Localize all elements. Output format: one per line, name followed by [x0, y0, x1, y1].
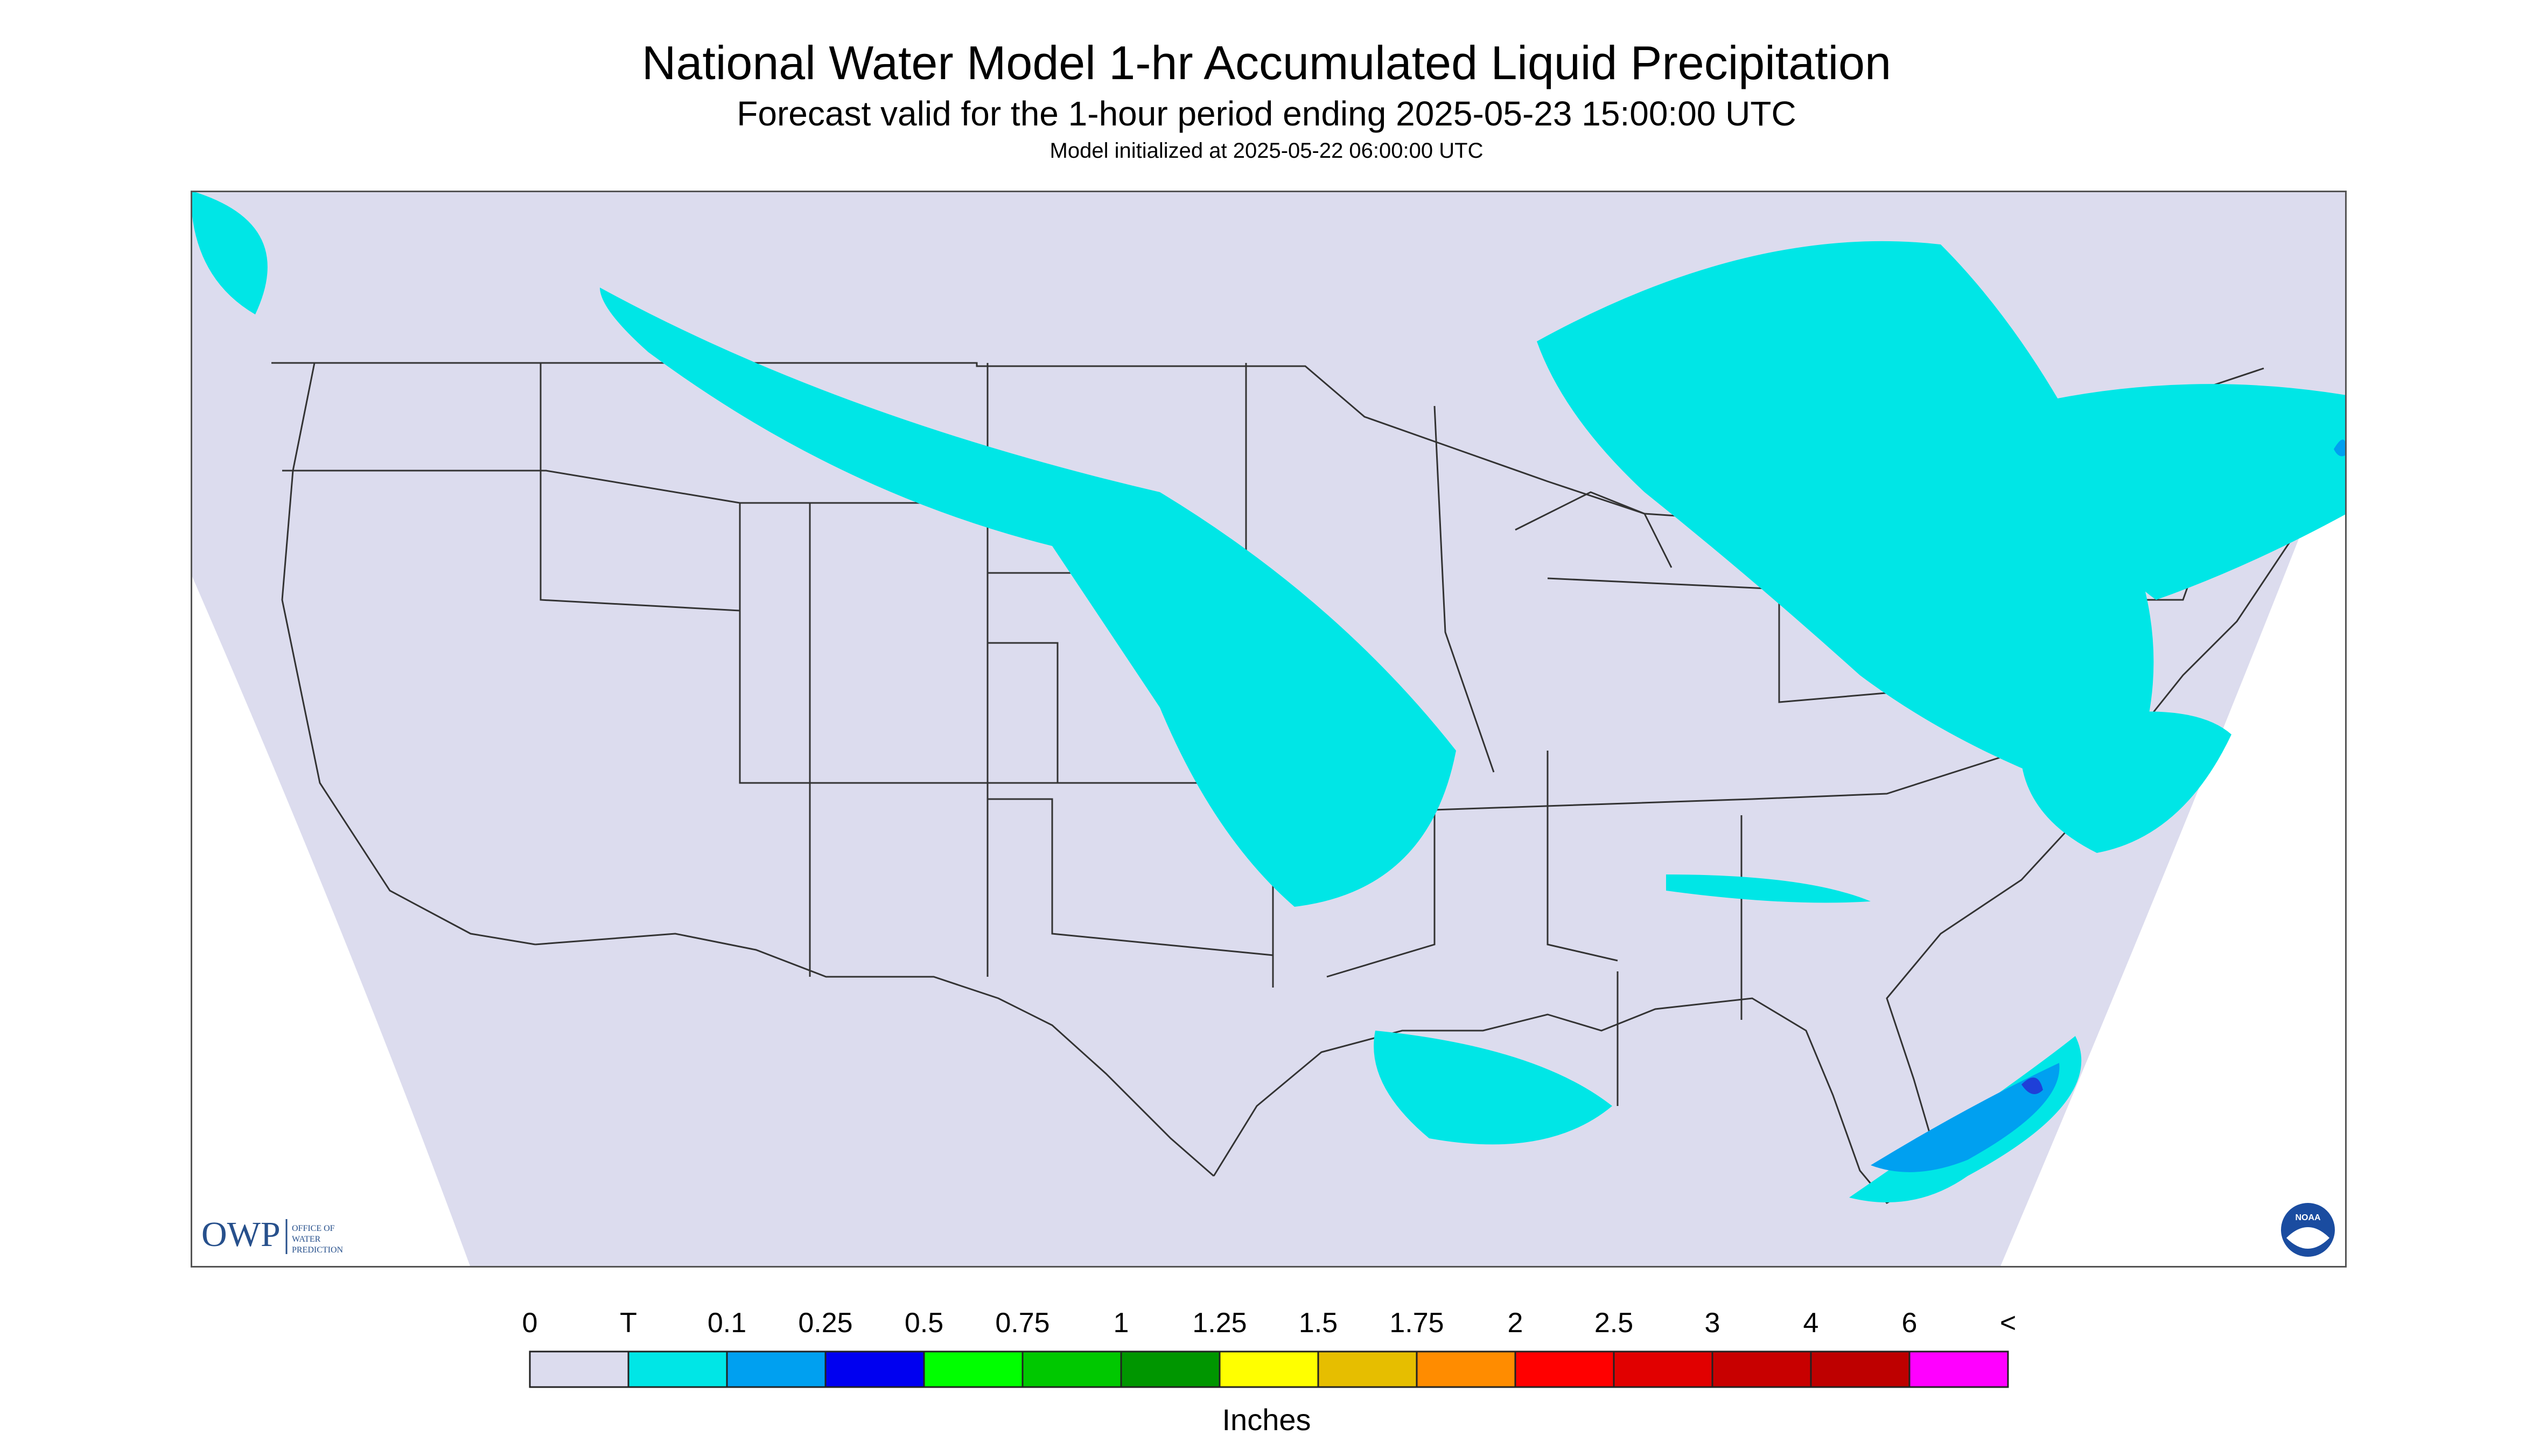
model-init-line: Model initialized at 2025-05-22 06:00:00…: [1049, 139, 1484, 163]
us-mexico-border: [535, 933, 1214, 1177]
forecast-valid-subtitle: Forecast valid for the 1-hour period end…: [737, 94, 1796, 133]
legend-label: 1.25: [1192, 1307, 1247, 1339]
legend-swatch: [1317, 1350, 1418, 1388]
legend-swatch: [726, 1350, 827, 1388]
pacific-nw-cells: [191, 191, 268, 314]
noaa-logo-text: NOAA: [2295, 1213, 2321, 1222]
owp-logo-line1: OFFICE OF: [292, 1224, 335, 1233]
maine-moderate: [2334, 439, 2347, 457]
legend-swatch: [923, 1350, 1024, 1388]
legend-label: 0.25: [798, 1307, 852, 1339]
precipitation-map: OWP OFFICE OF WATER PREDICTION NOAA: [191, 191, 2347, 1268]
legend-label: 4: [1803, 1307, 1819, 1339]
legend-label: <: [2000, 1307, 2016, 1339]
wi-il-border: [1433, 405, 1495, 773]
legend-label: 1.75: [1389, 1307, 1444, 1339]
noaa-logo-gull: [2286, 1227, 2329, 1249]
carolinas-band: [1666, 874, 1871, 903]
legend-swatch: [1613, 1350, 1713, 1388]
legend-swatch: [1810, 1350, 1911, 1388]
legend-label: T: [620, 1307, 637, 1339]
precip-light-areas: [191, 191, 2347, 1202]
legend-swatch: [1711, 1350, 1812, 1388]
ut-border: [739, 503, 810, 784]
great-lakes-shore: [1515, 491, 1673, 568]
legend-label: 1: [1114, 1307, 1129, 1339]
owp-logo-line3: PREDICTION: [292, 1245, 344, 1255]
legend-swatch: [1514, 1350, 1615, 1388]
legend-label: 2.5: [1594, 1307, 1633, 1339]
owp-logo: OWP OFFICE OF WATER PREDICTION: [201, 1215, 344, 1255]
owp-logo-line2: WATER: [292, 1235, 321, 1244]
florida-moderate: [1871, 1063, 2060, 1172]
northeast-band: [2021, 384, 2347, 600]
legend-label: 3: [1705, 1307, 1720, 1339]
legend-label: 1.5: [1299, 1307, 1338, 1339]
legend-swatch: [529, 1350, 629, 1388]
legend-swatch: [1219, 1350, 1319, 1388]
precip-moderate-areas: [1871, 439, 2347, 1172]
atlantic-band: [2020, 711, 2231, 853]
map-title: National Water Model 1-hr Accumulated Li…: [641, 36, 1892, 89]
noaa-logo: NOAA: [2281, 1203, 2335, 1257]
precip-heavy-areas: [2021, 1077, 2043, 1094]
in-ky-border: [1547, 751, 1618, 962]
legend-label: 0.5: [905, 1307, 943, 1339]
map-frame: [191, 191, 2347, 1268]
legend-units: Inches: [1222, 1403, 1311, 1437]
legend-swatches: [529, 1350, 2009, 1388]
or-ca-border: [282, 470, 740, 504]
legend-label: 0.75: [995, 1307, 1049, 1339]
legend-swatch: [1908, 1350, 2009, 1388]
legend-labels: 0 T 0.1 0.25 0.5 0.75 1 1.25 1.5 1.75 2 2.5 3 4 6 <: [522, 1307, 2017, 1339]
legend-label: 6: [1902, 1307, 1918, 1339]
owp-logo-text: OWP: [201, 1215, 281, 1254]
legend-label: 0.1: [708, 1307, 746, 1339]
legend-swatch: [627, 1350, 728, 1388]
legend-label: 2: [1508, 1307, 1523, 1339]
tn-va-border: [1434, 750, 2022, 811]
ok-tx-border: [988, 798, 1274, 956]
great-lakes-band: [1537, 241, 2154, 804]
plains-band: [600, 288, 1456, 907]
gulf-cells: [1374, 1031, 1612, 1145]
legend-swatch: [1021, 1350, 1122, 1388]
legend-swatch: [824, 1350, 925, 1388]
legend-label: 0: [522, 1307, 538, 1339]
florida-heavy-cell: [2021, 1077, 2043, 1094]
legend-swatch: [1120, 1350, 1221, 1388]
legend-swatch: [1416, 1350, 1516, 1388]
